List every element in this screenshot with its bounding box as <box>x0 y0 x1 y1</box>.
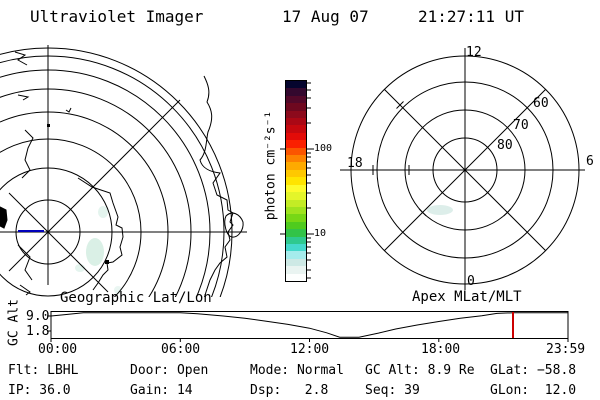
colorbar-band <box>286 103 306 111</box>
strip-xtick-1200: 12:00 <box>290 342 330 357</box>
colorbar-band <box>286 251 306 259</box>
colorbar-band <box>286 95 306 104</box>
colorbar-band <box>286 243 306 252</box>
colorbar-band <box>286 258 306 267</box>
status-seq: Seq: 39 <box>365 383 420 398</box>
strip-ytick-bottom: 1.8 <box>26 324 50 339</box>
colorbar-band <box>286 236 306 244</box>
colorbar-band <box>286 125 306 133</box>
colorbar-band <box>286 169 306 178</box>
gc-alt-curve <box>50 312 568 338</box>
colorbar-band <box>286 221 306 230</box>
mlt-label-18: 18 <box>347 156 363 171</box>
colorbar-band <box>286 199 306 207</box>
faint-emission-patch <box>427 205 453 215</box>
colorbar-band <box>286 206 306 215</box>
colorbar-band <box>286 229 306 237</box>
colorbar-unit-label: photon cm⁻²s⁻¹ <box>263 110 279 221</box>
strip-ylabel: GC Alt <box>6 299 22 346</box>
colorbar-band <box>286 192 306 200</box>
mlt-spokes <box>340 48 585 290</box>
mlt-label-12: 12 <box>466 45 482 60</box>
colorbar-band <box>286 132 306 141</box>
colorbar-band <box>286 110 306 119</box>
mlat-label-80: 80 <box>497 138 513 153</box>
colorbar-band <box>286 118 306 126</box>
meridian-spokes <box>0 45 247 293</box>
date-label: 17 Aug 07 <box>282 7 369 26</box>
status-glat: GLat: −58.8 <box>490 363 577 378</box>
app-title: Ultraviolet Imager <box>30 7 204 26</box>
status-ip: IP: 36.0 <box>8 383 71 398</box>
mlat-label-60: 60 <box>533 96 549 111</box>
colorbar-band <box>286 88 306 96</box>
colorbar-gradient <box>285 80 307 282</box>
colorbar-band <box>286 147 306 156</box>
status-mode: Mode: Normal <box>250 363 344 378</box>
colorbar-band <box>286 140 306 148</box>
colorbar-band <box>286 162 306 170</box>
strip-xtick-0000: 00:00 <box>38 342 78 357</box>
colorbar-tick-label-100: 100 <box>314 143 333 154</box>
station-dots <box>47 124 109 264</box>
colorbar-tick-label-10: 10 <box>314 228 327 239</box>
status-gain: Gain: 14 <box>130 383 193 398</box>
colorbar-band <box>286 266 306 274</box>
apex-panel-caption: Apex MLat/MLT <box>412 289 522 305</box>
spoke-ticks <box>372 101 512 217</box>
strip-xtick-2359: 23:59 <box>546 342 586 357</box>
strip-xtick-1800: 18:00 <box>421 342 461 357</box>
strip-ytick-top: 9.0 <box>26 309 50 324</box>
colorbar-band <box>286 214 306 222</box>
mlt-label-6: 6 <box>586 154 594 169</box>
faint-emission-patches <box>75 206 122 294</box>
status-dsp: Dsp: 2.8 <box>250 383 329 398</box>
colorbar-band <box>286 177 306 185</box>
colorbar-band <box>286 155 306 163</box>
status-glon: GLon: 12.0 <box>490 383 577 398</box>
colorbar-band <box>286 273 306 281</box>
strip-xtick-0600: 06:00 <box>161 342 201 357</box>
colorbar-ticks <box>280 82 314 279</box>
status-gcalt: GC Alt: 8.9 Re <box>365 363 475 378</box>
geo-panel-caption: Geographic Lat/Lon <box>60 290 212 306</box>
colorbar-band <box>286 81 306 89</box>
colorbar-band <box>286 184 306 193</box>
mlt-label-0: 0 <box>467 274 475 289</box>
coastlines <box>0 51 244 297</box>
strip-frame <box>50 311 569 339</box>
status-door: Door: Open <box>130 363 209 378</box>
strip-axis-ticks <box>47 315 569 342</box>
gc-alt-strip-chart <box>47 311 569 342</box>
geographic-map <box>0 45 247 297</box>
time-label: 21:27:11 UT <box>418 7 524 26</box>
mlat-label-70: 70 <box>513 118 529 133</box>
apex-polar-grid <box>340 48 585 290</box>
status-flt: Flt: LBHL <box>8 363 79 378</box>
